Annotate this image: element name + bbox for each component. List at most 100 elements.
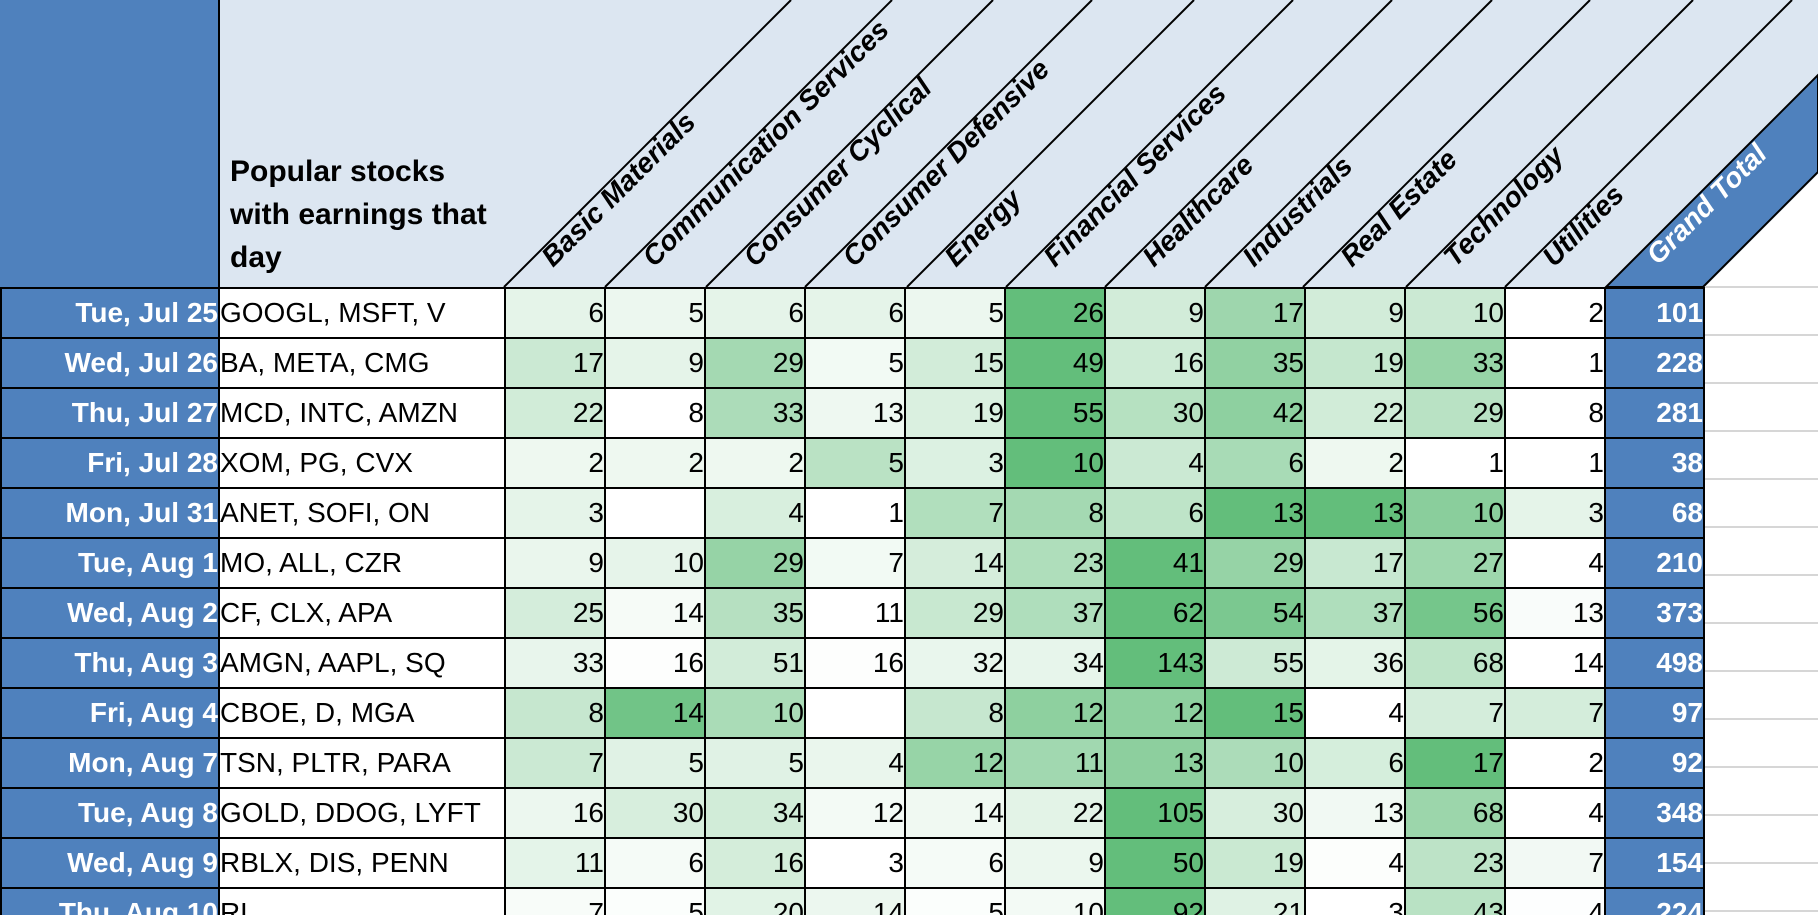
sector-count-cell[interactable]: 5: [804, 437, 906, 489]
sector-count-cell[interactable]: 49: [1004, 337, 1106, 389]
date-cell[interactable]: Thu, Aug 3: [0, 637, 220, 689]
sector-count-cell[interactable]: 23: [1004, 537, 1106, 589]
sector-count-cell[interactable]: 14: [904, 537, 1006, 589]
sector-count-cell[interactable]: 25: [504, 587, 606, 639]
grand-total-band[interactable]: [1604, 73, 1818, 287]
sector-count-cell[interactable]: [604, 487, 706, 539]
sector-count-cell[interactable]: 12: [804, 787, 906, 839]
date-cell[interactable]: Thu, Jul 27: [0, 387, 220, 439]
sector-count-cell[interactable]: 42: [1204, 387, 1306, 439]
sector-count-cell[interactable]: 34: [1004, 637, 1106, 689]
popular-stocks-cell[interactable]: MO, ALL, CZR: [218, 537, 506, 589]
sector-count-cell[interactable]: 11: [804, 587, 906, 639]
sector-count-cell[interactable]: 16: [604, 637, 706, 689]
grand-total-cell[interactable]: 101: [1604, 287, 1705, 339]
sector-count-cell[interactable]: 56: [1404, 587, 1506, 639]
date-cell[interactable]: Wed, Aug 2: [0, 587, 220, 639]
sector-count-cell[interactable]: 14: [804, 887, 906, 915]
popular-stocks-cell[interactable]: RL: [218, 887, 506, 915]
sector-count-cell[interactable]: 3: [804, 837, 906, 889]
sector-count-cell[interactable]: 6: [504, 287, 606, 339]
sector-count-cell[interactable]: 36: [1304, 637, 1406, 689]
sector-count-cell[interactable]: 6: [1204, 437, 1306, 489]
sector-count-cell[interactable]: 5: [804, 337, 906, 389]
sector-count-cell[interactable]: 30: [1204, 787, 1306, 839]
sector-count-cell[interactable]: 7: [1404, 687, 1506, 739]
sector-count-cell[interactable]: 4: [1104, 437, 1206, 489]
sector-count-cell[interactable]: 50: [1104, 837, 1206, 889]
sector-count-cell[interactable]: 29: [904, 587, 1006, 639]
sector-count-cell[interactable]: 33: [704, 387, 806, 439]
sector-count-cell[interactable]: 7: [1504, 837, 1606, 889]
sector-count-cell[interactable]: 9: [504, 537, 606, 589]
sector-count-cell[interactable]: 54: [1204, 587, 1306, 639]
sector-count-cell[interactable]: 26: [1004, 287, 1106, 339]
sector-count-cell[interactable]: 2: [604, 437, 706, 489]
grand-total-cell[interactable]: 373: [1604, 587, 1705, 639]
sector-count-cell[interactable]: 29: [1404, 387, 1506, 439]
popular-stocks-cell[interactable]: CBOE, D, MGA: [218, 687, 506, 739]
sector-count-cell[interactable]: 17: [504, 337, 606, 389]
sector-count-cell[interactable]: 14: [604, 587, 706, 639]
sector-count-cell[interactable]: 34: [704, 787, 806, 839]
sector-count-cell[interactable]: 37: [1304, 587, 1406, 639]
grand-total-cell[interactable]: 97: [1604, 687, 1705, 739]
sector-count-cell[interactable]: 3: [1504, 487, 1606, 539]
sector-count-cell[interactable]: 30: [1104, 387, 1206, 439]
sector-count-cell[interactable]: 9: [1004, 837, 1106, 889]
sector-count-cell[interactable]: 12: [1004, 687, 1106, 739]
date-cell[interactable]: Tue, Jul 25: [0, 287, 220, 339]
sector-count-cell[interactable]: 4: [1504, 887, 1606, 915]
sector-count-cell[interactable]: 1: [1404, 437, 1506, 489]
sector-count-cell[interactable]: 19: [904, 387, 1006, 439]
sector-count-cell[interactable]: 143: [1104, 637, 1206, 689]
date-cell[interactable]: Mon, Jul 31: [0, 487, 220, 539]
sector-count-cell[interactable]: 7: [1504, 687, 1606, 739]
grand-total-cell[interactable]: 154: [1604, 837, 1705, 889]
sector-count-cell[interactable]: 3: [904, 437, 1006, 489]
grand-total-cell[interactable]: 210: [1604, 537, 1705, 589]
sector-count-cell[interactable]: 19: [1204, 837, 1306, 889]
sector-count-cell[interactable]: 10: [704, 687, 806, 739]
sector-count-cell[interactable]: 14: [904, 787, 1006, 839]
sector-count-cell[interactable]: 8: [504, 687, 606, 739]
sector-count-cell[interactable]: 5: [704, 737, 806, 789]
popular-stocks-cell[interactable]: ANET, SOFI, ON: [218, 487, 506, 539]
sector-count-cell[interactable]: 3: [504, 487, 606, 539]
grand-total-cell[interactable]: 498: [1604, 637, 1705, 689]
grand-total-cell[interactable]: 228: [1604, 337, 1705, 389]
sector-count-cell[interactable]: 17: [1204, 287, 1306, 339]
sector-count-cell[interactable]: 1: [1504, 337, 1606, 389]
sector-count-cell[interactable]: 3: [1304, 887, 1406, 915]
popular-stocks-cell[interactable]: XOM, PG, CVX: [218, 437, 506, 489]
sector-count-cell[interactable]: 10: [1004, 437, 1106, 489]
sector-count-cell[interactable]: 33: [504, 637, 606, 689]
sector-count-cell[interactable]: 10: [604, 537, 706, 589]
sector-count-cell[interactable]: 1: [1504, 437, 1606, 489]
sector-count-cell[interactable]: 6: [1104, 487, 1206, 539]
sector-count-cell[interactable]: 17: [1304, 537, 1406, 589]
sector-count-cell[interactable]: 2: [1304, 437, 1406, 489]
sector-count-cell[interactable]: 27: [1404, 537, 1506, 589]
sector-count-cell[interactable]: 6: [904, 837, 1006, 889]
popular-stocks-cell[interactable]: GOOGL, MSFT, V: [218, 287, 506, 339]
sector-count-cell[interactable]: 10: [1404, 487, 1506, 539]
sector-count-cell[interactable]: 13: [1504, 587, 1606, 639]
date-cell[interactable]: Tue, Aug 8: [0, 787, 220, 839]
sector-count-cell[interactable]: 55: [1204, 637, 1306, 689]
sector-count-cell[interactable]: 22: [1304, 387, 1406, 439]
sector-count-cell[interactable]: 4: [1304, 687, 1406, 739]
date-cell[interactable]: Fri, Aug 4: [0, 687, 220, 739]
sector-count-cell[interactable]: 105: [1104, 787, 1206, 839]
sector-count-cell[interactable]: 4: [704, 487, 806, 539]
date-cell[interactable]: Tue, Aug 1: [0, 537, 220, 589]
sector-count-cell[interactable]: 29: [704, 337, 806, 389]
sector-count-cell[interactable]: 14: [604, 687, 706, 739]
sector-count-cell[interactable]: 13: [804, 387, 906, 439]
sector-count-cell[interactable]: 8: [1504, 387, 1606, 439]
sector-count-cell[interactable]: 51: [704, 637, 806, 689]
sector-count-cell[interactable]: 29: [704, 537, 806, 589]
sector-count-cell[interactable]: 62: [1104, 587, 1206, 639]
sector-count-cell[interactable]: 6: [1304, 737, 1406, 789]
sector-count-cell[interactable]: 2: [1504, 737, 1606, 789]
